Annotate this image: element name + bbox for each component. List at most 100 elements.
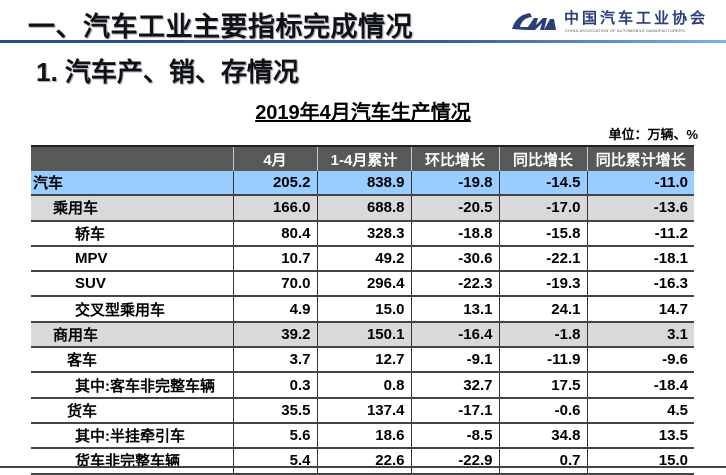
column-header-month: 4月 <box>232 145 317 171</box>
column-header-cumulative: 1-4月累计 <box>316 145 411 171</box>
column-header-yoy-cumulative-growth: 同比累计增长 <box>586 145 694 171</box>
cell-mom: -17.1 <box>410 397 499 424</box>
cell-yoy: 34.8 <box>498 422 587 450</box>
cell-month: 39.2 <box>232 321 317 349</box>
row-label: SUV <box>31 271 233 298</box>
cell-yoy-cumulative: 4.5 <box>586 397 694 424</box>
cell-mom: -22.9 <box>410 448 499 475</box>
column-header-mom-growth: 环比增长 <box>410 145 499 171</box>
production-table: 4月 1-4月累计 环比增长 同比增长 同比累计增长 汽车 205.2 838.… <box>31 145 694 475</box>
cell-yoy: -0.6 <box>498 397 587 424</box>
bottom-rule <box>0 466 726 468</box>
cell-yoy: -11.9 <box>498 347 587 374</box>
logo-name-cn: 中国汽车工业协会 <box>564 10 709 27</box>
table-row: MPV 10.7 49.2 -30.6 -22.1 -18.1 <box>31 245 694 273</box>
cell-cumulative: 22.6 <box>316 448 411 475</box>
cell-yoy-cumulative: -9.6 <box>586 347 694 374</box>
table-row: 其中:客车非完整车辆 0.3 0.8 32.7 17.5 -18.4 <box>31 372 694 399</box>
cell-cumulative: 150.1 <box>316 321 411 349</box>
section-title: 一、汽车工业主要指标完成情况 <box>28 12 413 42</box>
cell-cumulative: 18.6 <box>316 422 411 450</box>
column-header-name <box>31 145 233 171</box>
cell-yoy-cumulative: -16.3 <box>586 271 694 298</box>
row-label: MPV <box>31 245 233 273</box>
row-label: 货车非完整车辆 <box>31 448 233 475</box>
cell-mom: 13.1 <box>410 296 499 323</box>
cell-yoy: -19.3 <box>498 271 587 298</box>
cell-mom: -19.8 <box>410 171 499 197</box>
cell-mom: -8.5 <box>410 422 499 450</box>
cell-yoy: 0.7 <box>498 448 587 475</box>
cell-yoy: -15.8 <box>498 220 587 247</box>
caam-logo-icon <box>512 13 556 30</box>
cell-mom: -18.8 <box>410 220 499 247</box>
table-title: 2019年4月汽车生产情况 <box>255 102 471 124</box>
cell-cumulative: 838.9 <box>316 171 411 197</box>
table-row: 乘用车 166.0 688.8 -20.5 -17.0 -13.6 <box>31 195 694 222</box>
cell-yoy-cumulative: 14.7 <box>586 296 694 323</box>
cell-month: 5.4 <box>232 448 317 475</box>
cell-yoy-cumulative: 15.0 <box>586 448 694 475</box>
cell-yoy-cumulative: -11.0 <box>586 171 694 197</box>
row-label: 客车 <box>31 347 233 374</box>
row-label: 其中:半挂牵引车 <box>31 422 233 450</box>
cell-month: 205.2 <box>232 171 317 197</box>
cell-cumulative: 328.3 <box>316 220 411 247</box>
cell-yoy-cumulative: -11.2 <box>586 220 694 247</box>
cell-month: 80.4 <box>232 220 317 247</box>
cell-yoy-cumulative: 13.5 <box>586 422 694 450</box>
row-label: 乘用车 <box>31 195 233 222</box>
table-row: 其中:半挂牵引车 5.6 18.6 -8.5 34.8 13.5 <box>31 422 694 450</box>
unit-label: 单位：万辆、% <box>608 127 698 142</box>
subsection-title: 1. 汽车产、销、存情况 <box>36 57 299 87</box>
cell-mom: -30.6 <box>410 245 499 273</box>
cell-month: 4.9 <box>232 296 317 323</box>
cell-yoy-cumulative: -18.1 <box>586 245 694 273</box>
cell-mom: 32.7 <box>410 372 499 399</box>
table-row: 客车 3.7 12.7 -9.1 -11.9 -9.6 <box>31 347 694 374</box>
cell-yoy-cumulative: 3.1 <box>586 321 694 349</box>
row-label: 汽车 <box>31 171 233 197</box>
table-row: 货车 35.5 137.4 -17.1 -0.6 4.5 <box>31 397 694 424</box>
row-label: 货车 <box>31 397 233 424</box>
cell-yoy-cumulative: -13.6 <box>586 195 694 222</box>
cell-yoy: -1.8 <box>498 321 587 349</box>
table-row: SUV 70.0 296.4 -22.3 -19.3 -16.3 <box>31 271 694 298</box>
header-divider <box>0 40 726 43</box>
logo-name-en: CHINA ASSOCIATION OF AUTOMOBILE MANUFACT… <box>565 28 685 33</box>
cell-cumulative: 0.8 <box>316 372 411 399</box>
column-header-yoy-growth: 同比增长 <box>498 145 587 171</box>
table-row: 轿车 80.4 328.3 -18.8 -15.8 -11.2 <box>31 220 694 247</box>
cell-yoy: -17.0 <box>498 195 587 222</box>
table-row: 交叉型乘用车 4.9 15.0 13.1 24.1 14.7 <box>31 296 694 323</box>
cell-month: 5.6 <box>232 422 317 450</box>
table-row: 商用车 39.2 150.1 -16.4 -1.8 3.1 <box>31 321 694 349</box>
table-row: 汽车 205.2 838.9 -19.8 -14.5 -11.0 <box>31 171 694 197</box>
cell-yoy: -14.5 <box>498 171 587 197</box>
cell-yoy: 24.1 <box>498 296 587 323</box>
cell-yoy: 17.5 <box>498 372 587 399</box>
table-row: 货车非完整车辆 5.4 22.6 -22.9 0.7 15.0 <box>31 448 694 475</box>
cell-month: 3.7 <box>232 347 317 374</box>
cell-yoy: -22.1 <box>498 245 587 273</box>
cell-yoy-cumulative: -18.4 <box>586 372 694 399</box>
cell-month: 70.0 <box>232 271 317 298</box>
table-header-row: 4月 1-4月累计 环比增长 同比增长 同比累计增长 <box>31 145 694 171</box>
caam-logo: 中国汽车工业协会 CHINA ASSOCIATION OF AUTOMOBILE… <box>510 7 720 37</box>
cell-mom: -20.5 <box>410 195 499 222</box>
cell-month: 35.5 <box>232 397 317 424</box>
cell-cumulative: 688.8 <box>316 195 411 222</box>
row-label: 商用车 <box>31 321 233 349</box>
cell-cumulative: 15.0 <box>316 296 411 323</box>
cell-mom: -22.3 <box>410 271 499 298</box>
row-label: 轿车 <box>31 220 233 247</box>
cell-month: 166.0 <box>232 195 317 222</box>
cell-month: 10.7 <box>232 245 317 273</box>
cell-cumulative: 12.7 <box>316 347 411 374</box>
cell-cumulative: 137.4 <box>316 397 411 424</box>
cell-cumulative: 49.2 <box>316 245 411 273</box>
cell-cumulative: 296.4 <box>316 271 411 298</box>
cell-mom: -16.4 <box>410 321 499 349</box>
row-label: 交叉型乘用车 <box>31 296 233 323</box>
cell-month: 0.3 <box>232 372 317 399</box>
